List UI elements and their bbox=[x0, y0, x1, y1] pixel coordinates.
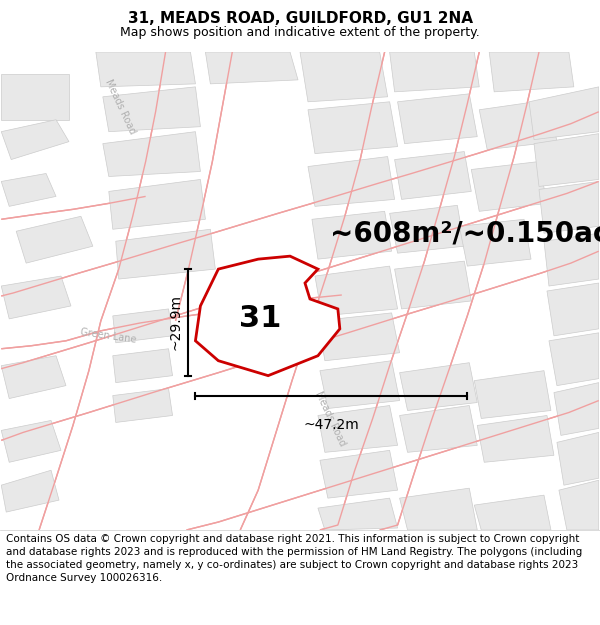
Polygon shape bbox=[96, 52, 196, 87]
Text: Map shows position and indicative extent of the property.: Map shows position and indicative extent… bbox=[120, 26, 480, 39]
Polygon shape bbox=[109, 179, 205, 229]
Text: Meads Road: Meads Road bbox=[104, 78, 138, 136]
Polygon shape bbox=[559, 480, 599, 530]
Polygon shape bbox=[479, 100, 557, 149]
Polygon shape bbox=[113, 309, 173, 342]
Polygon shape bbox=[1, 174, 56, 206]
Polygon shape bbox=[398, 94, 477, 144]
Polygon shape bbox=[205, 52, 298, 84]
Polygon shape bbox=[389, 206, 464, 253]
Polygon shape bbox=[549, 333, 599, 386]
Polygon shape bbox=[395, 152, 471, 199]
Polygon shape bbox=[544, 233, 599, 286]
Polygon shape bbox=[300, 52, 388, 102]
Polygon shape bbox=[196, 256, 340, 376]
Polygon shape bbox=[113, 349, 173, 382]
Polygon shape bbox=[318, 406, 398, 452]
Text: ~29.9m: ~29.9m bbox=[169, 294, 182, 351]
Polygon shape bbox=[320, 361, 400, 409]
Polygon shape bbox=[16, 216, 93, 263]
Polygon shape bbox=[547, 283, 599, 336]
Text: Green Lane: Green Lane bbox=[80, 327, 137, 344]
Polygon shape bbox=[315, 266, 398, 316]
Polygon shape bbox=[400, 406, 477, 452]
Text: 31: 31 bbox=[239, 304, 281, 333]
Polygon shape bbox=[308, 102, 398, 154]
Polygon shape bbox=[557, 432, 599, 485]
Polygon shape bbox=[320, 451, 398, 498]
Polygon shape bbox=[116, 229, 215, 279]
Polygon shape bbox=[389, 52, 479, 92]
Polygon shape bbox=[1, 356, 66, 399]
Polygon shape bbox=[529, 87, 599, 139]
Polygon shape bbox=[474, 495, 551, 530]
Polygon shape bbox=[400, 362, 477, 411]
Polygon shape bbox=[1, 74, 69, 120]
Polygon shape bbox=[308, 156, 395, 206]
Polygon shape bbox=[471, 161, 547, 211]
Text: ~608m²/~0.150ac.: ~608m²/~0.150ac. bbox=[330, 219, 600, 248]
Polygon shape bbox=[534, 134, 599, 186]
Polygon shape bbox=[312, 211, 392, 259]
Polygon shape bbox=[395, 261, 471, 309]
Polygon shape bbox=[489, 52, 574, 92]
Polygon shape bbox=[1, 470, 59, 512]
Polygon shape bbox=[318, 498, 398, 530]
Polygon shape bbox=[1, 120, 69, 159]
Polygon shape bbox=[103, 87, 200, 132]
Polygon shape bbox=[318, 313, 400, 361]
Polygon shape bbox=[1, 276, 71, 319]
Polygon shape bbox=[460, 219, 531, 266]
Text: 31, MEADS ROAD, GUILDFORD, GU1 2NA: 31, MEADS ROAD, GUILDFORD, GU1 2NA bbox=[128, 11, 473, 26]
Polygon shape bbox=[477, 416, 554, 462]
Text: Contains OS data © Crown copyright and database right 2021. This information is : Contains OS data © Crown copyright and d… bbox=[6, 534, 582, 583]
Polygon shape bbox=[539, 181, 599, 233]
Text: Meads Road: Meads Road bbox=[313, 389, 347, 448]
Text: ~47.2m: ~47.2m bbox=[304, 419, 359, 432]
Polygon shape bbox=[400, 488, 477, 530]
Polygon shape bbox=[1, 421, 61, 462]
Polygon shape bbox=[474, 371, 551, 419]
Polygon shape bbox=[113, 389, 173, 422]
Polygon shape bbox=[103, 132, 200, 176]
Polygon shape bbox=[554, 382, 599, 436]
